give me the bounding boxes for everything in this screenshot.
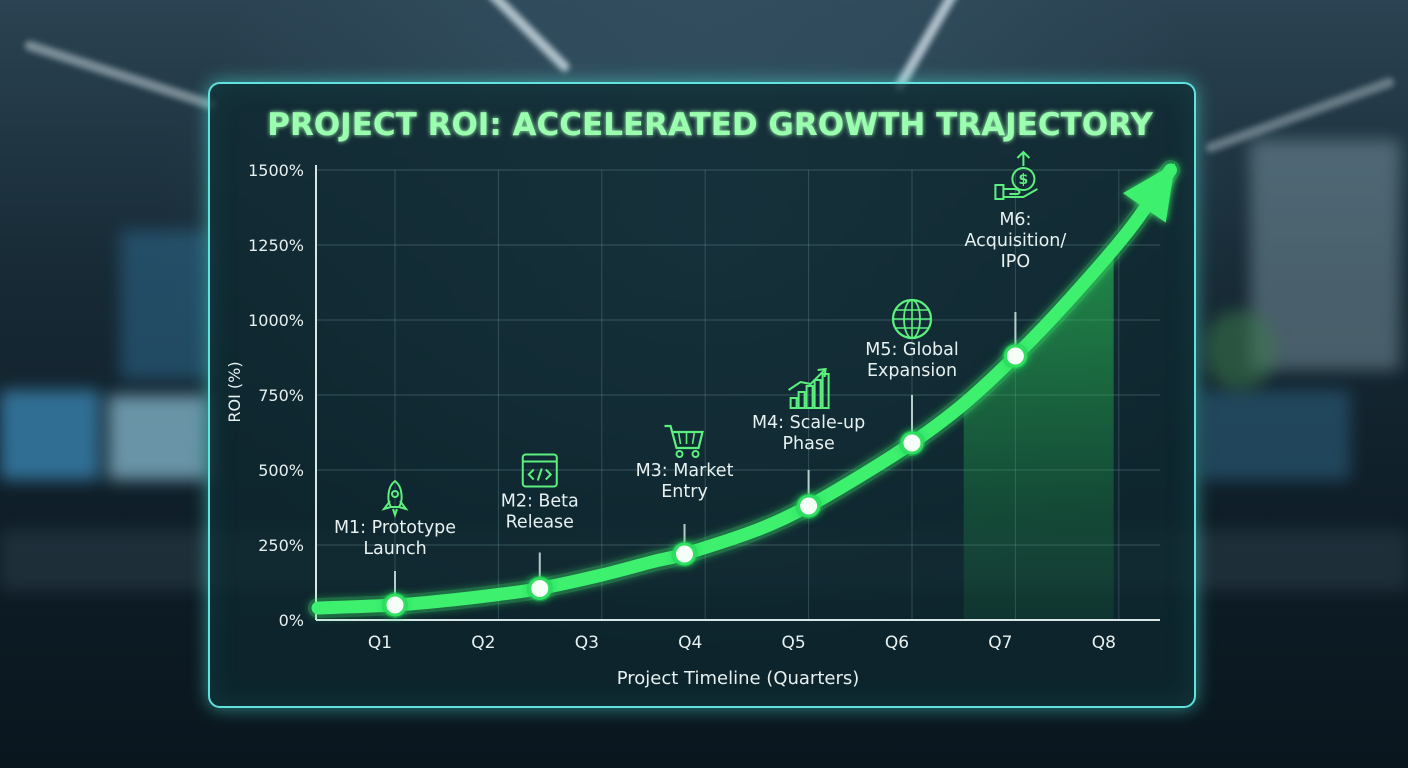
growth-bars-icon [788, 367, 830, 409]
x-tick-label: Q8 [1092, 633, 1116, 653]
rocket-window [391, 490, 399, 498]
y-axis-ticks: 0% 250% 500% 750% 1000% 1250% 1500% [248, 161, 304, 630]
x-tick-label: Q2 [471, 633, 495, 653]
growth-bar [813, 379, 822, 409]
x-axis-label: Project Timeline (Quarters) [617, 668, 860, 689]
code-window-icon [521, 453, 558, 488]
milestone-label: M5: Global [865, 340, 959, 360]
background-monitor [0, 390, 100, 480]
up-arrow [1016, 150, 1031, 166]
growth-arrow-line [788, 369, 826, 391]
area-fill [963, 245, 1114, 620]
background-monitor [108, 395, 208, 480]
milestone-dot [1003, 344, 1027, 368]
growth-bar [789, 397, 798, 409]
roi-curve [311, 163, 1177, 615]
milestone-label: IPO [1001, 252, 1031, 272]
growth-bar [821, 373, 830, 409]
cart-grid [677, 431, 696, 445]
coin [1011, 167, 1036, 191]
x-tick-label: Q3 [575, 633, 599, 653]
milestone-label: M6: [999, 210, 1031, 230]
milestone-label: M1: Prototype [334, 518, 456, 538]
window-frame [521, 453, 558, 488]
money-hand-icon: $ [994, 150, 1038, 200]
background-plant [1205, 310, 1275, 390]
dollar-sign: $ [1019, 172, 1029, 188]
shopping-cart-icon [664, 424, 704, 458]
milestone-label: M4: Scale-up [752, 413, 865, 433]
milestone-label: M2: Beta [501, 492, 579, 512]
milestone-label: Acquisition/ [965, 231, 1067, 251]
rocket-body [387, 479, 403, 508]
background-monitor [1200, 390, 1350, 480]
y-tick-label: 500% [258, 461, 304, 480]
globe-icon [891, 298, 933, 340]
code-brackets [527, 468, 553, 481]
y-tick-label: 0% [279, 611, 304, 630]
rocket-icon [381, 479, 409, 519]
arrow-head [1122, 163, 1176, 223]
milestone-dot [797, 494, 821, 518]
cart-wheel [675, 450, 684, 458]
background-window [1250, 140, 1400, 370]
y-tick-label: 750% [258, 386, 304, 405]
cart-wheel [691, 450, 700, 458]
milestone-dot [383, 593, 407, 617]
milestone-6: M6:Acquisition/IPO $ [965, 150, 1067, 369]
milestone-label: Phase [782, 434, 834, 454]
milestone-label: Entry [661, 482, 708, 502]
growth-bar [797, 391, 806, 409]
axes [315, 165, 1160, 621]
milestone-label: Expansion [867, 361, 957, 381]
x-tick-label: Q4 [678, 633, 702, 653]
milestone-dot [673, 542, 697, 566]
cart-body [664, 424, 704, 450]
y-tick-label: 1500% [248, 161, 304, 180]
growth-arrow-head [817, 367, 827, 378]
milestone-dot [528, 577, 552, 600]
y-axis-label: ROI (%) [225, 361, 244, 422]
chart-title: PROJECT ROI: ACCELERATED GROWTH TRAJECTO… [267, 107, 1153, 143]
milestone-label: Release [506, 513, 574, 533]
milestone-label: Launch [363, 539, 426, 559]
y-tick-label: 1250% [248, 236, 304, 255]
background-monitor [120, 230, 210, 380]
globe-parallels [896, 309, 928, 329]
x-tick-label: Q5 [781, 633, 805, 653]
rocket-fins [381, 500, 409, 511]
x-tick-label: Q1 [368, 633, 392, 653]
x-axis-ticks: Q1 Q2 Q3 Q4 Q5 Q6 Q7 Q8 [368, 633, 1116, 653]
x-tick-label: Q6 [885, 633, 909, 653]
hand [994, 184, 1038, 200]
y-tick-label: 1000% [248, 311, 304, 330]
growth-bar [805, 385, 814, 409]
milestone-dot [900, 431, 924, 455]
x-tick-label: Q7 [988, 633, 1012, 653]
milestone-label: M3: Market [636, 461, 734, 481]
rocket-flame [392, 508, 398, 519]
y-tick-label: 250% [258, 536, 304, 555]
